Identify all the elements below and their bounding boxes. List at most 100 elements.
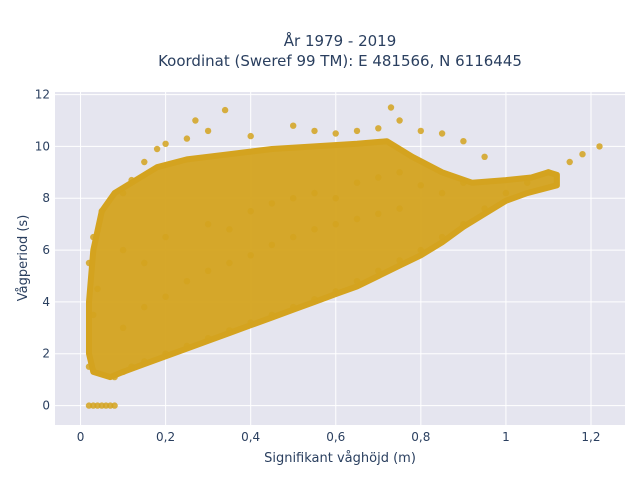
- scatter-point: [226, 226, 233, 233]
- scatter-point: [290, 122, 297, 129]
- x-tick-label: 0,2: [156, 430, 175, 444]
- scatter-point: [119, 189, 127, 197]
- scatter-density-cloud: [86, 138, 560, 381]
- y-tick-label: 6: [42, 243, 50, 257]
- y-tick-label: 0: [42, 399, 50, 413]
- scatter-point: [85, 259, 93, 267]
- scatter-point: [247, 319, 254, 326]
- chart-title-line1: År 1979 - 2019: [284, 31, 397, 50]
- scatter-point: [204, 221, 212, 228]
- scatter-point: [545, 169, 552, 176]
- scatter-point: [332, 221, 339, 228]
- scatter-point: [162, 140, 169, 147]
- scatter-point: [417, 246, 424, 254]
- scatter-point: [353, 179, 361, 186]
- scatter-point: [247, 132, 254, 140]
- chart-title-line2: Koordinat (Sweref 99 TM): E 481566, N 61…: [158, 52, 522, 70]
- scatter-point: [119, 324, 127, 331]
- y-axis-ticks: 0 2 4 6 8 10 12: [35, 88, 50, 413]
- scatter-point: [204, 127, 212, 135]
- scatter-point: [204, 335, 212, 342]
- scatter-point: [162, 293, 169, 300]
- scatter-point: [311, 189, 318, 197]
- scatter-point: [247, 252, 254, 259]
- scatter-point: [460, 138, 467, 145]
- scatter-point: [417, 127, 424, 135]
- scatter-point: [90, 311, 97, 319]
- x-tick-label: 1,2: [581, 430, 600, 444]
- scatter-point: [247, 208, 254, 215]
- scatter-point: [460, 179, 467, 186]
- scatter-point: [417, 182, 424, 189]
- scatter-point: [311, 226, 318, 233]
- scatter-point: [98, 208, 106, 215]
- scatter-point: [183, 278, 191, 285]
- scatter-point: [396, 205, 403, 212]
- scatter-point: [221, 106, 229, 114]
- scatter-point: [596, 143, 603, 150]
- scatter-point: [566, 158, 573, 166]
- scatter-point: [90, 233, 97, 241]
- scatter-point: [311, 296, 318, 303]
- x-axis-title: Signifikant våghöjd (m): [264, 451, 416, 466]
- scatter-point: [481, 153, 488, 160]
- y-tick-label: 8: [42, 191, 50, 205]
- scatter-point: [290, 233, 297, 241]
- scatter-point: [192, 117, 199, 124]
- x-axis-ticks: 0 0,2 0,4 0,6 0,8 1 1,2: [77, 430, 601, 444]
- x-tick-label: 0,6: [326, 430, 345, 444]
- scatter-point: [128, 363, 135, 370]
- scatter-point: [290, 195, 297, 202]
- scatter-point: [141, 358, 148, 365]
- scatter-point: [141, 158, 148, 166]
- scatter-point: [353, 278, 361, 285]
- scatter-point: [524, 179, 531, 186]
- scatter-point: [153, 145, 161, 153]
- dense-point-cloud: [86, 138, 560, 381]
- scatter-point: [332, 130, 339, 137]
- scatter-point: [183, 342, 191, 350]
- scatter-point: [375, 125, 382, 132]
- scatter-point: [183, 135, 191, 142]
- scatter-point: [85, 363, 93, 370]
- scatter-point: [119, 368, 127, 376]
- x-tick-label: 0,4: [241, 430, 260, 444]
- scatter-point: [396, 257, 403, 264]
- scatter-point: [311, 127, 318, 135]
- scatter-point: [353, 215, 361, 223]
- scatter-point: [481, 205, 488, 212]
- scatter-point: [438, 130, 446, 137]
- scatter-point: [111, 402, 118, 409]
- scatter-point: [375, 174, 382, 181]
- scatter-point: [375, 210, 382, 217]
- scatter-point: [579, 151, 586, 158]
- y-tick-label: 10: [35, 139, 50, 153]
- scatter-point: [353, 127, 361, 135]
- x-tick-label: 1: [502, 430, 510, 444]
- x-tick-label: 0: [77, 430, 85, 444]
- scatter-point: [290, 303, 297, 311]
- scatter-point: [396, 169, 403, 176]
- scatter-point: [268, 241, 276, 249]
- scatter-point: [162, 350, 169, 357]
- scatter-points: [85, 104, 603, 409]
- y-tick-label: 4: [42, 295, 50, 309]
- x-tick-label: 0,8: [411, 430, 430, 444]
- scatter-point: [502, 189, 510, 197]
- scatter-point: [460, 221, 467, 228]
- scatter-point: [375, 267, 382, 274]
- scatter-point: [387, 104, 395, 111]
- scatter-point: [111, 373, 118, 381]
- scatter-point: [141, 259, 148, 267]
- y-axis-title: Vågperiod (s): [16, 215, 31, 302]
- scatter-point: [332, 288, 339, 295]
- scatter-point: [396, 117, 403, 124]
- y-tick-label: 2: [42, 347, 50, 361]
- scatter-point: [332, 195, 339, 202]
- scatter-point: [438, 233, 446, 241]
- scatter-point: [226, 259, 233, 267]
- scatter-point: [162, 233, 169, 241]
- y-tick-label: 12: [35, 88, 50, 102]
- scatter-point: [438, 189, 446, 197]
